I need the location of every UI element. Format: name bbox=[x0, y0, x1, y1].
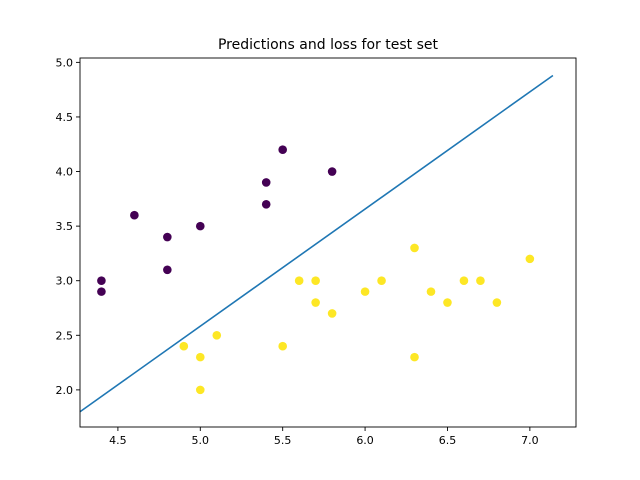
y-tick-label: 2.0 bbox=[56, 384, 74, 397]
plot-area bbox=[79, 57, 577, 428]
x-tick-label: 6.5 bbox=[439, 434, 457, 447]
y-tick-label: 4.0 bbox=[56, 166, 74, 179]
y-tick-label: 5.0 bbox=[56, 56, 74, 69]
chart-title: Predictions and loss for test set bbox=[218, 37, 439, 53]
y-tick-label: 4.5 bbox=[56, 111, 74, 124]
y-tick-label: 3.5 bbox=[56, 220, 74, 233]
data-point bbox=[443, 298, 452, 307]
decision-boundary-line bbox=[79, 74, 554, 413]
data-point bbox=[311, 276, 320, 286]
axes-frame bbox=[79, 57, 577, 428]
data-point bbox=[278, 341, 287, 351]
data-point bbox=[377, 276, 386, 286]
data-point bbox=[195, 352, 205, 362]
data-point bbox=[294, 276, 304, 286]
data-point bbox=[476, 276, 485, 286]
data-point bbox=[410, 243, 419, 253]
data-point bbox=[261, 178, 271, 187]
x-tick-label: 5.0 bbox=[192, 434, 210, 447]
data-point bbox=[163, 232, 172, 242]
data-point bbox=[410, 352, 419, 362]
x-tick-label: 5.5 bbox=[274, 434, 292, 447]
data-point bbox=[261, 199, 271, 209]
data-point bbox=[311, 298, 320, 307]
data-point bbox=[195, 221, 205, 231]
data-point bbox=[525, 254, 535, 264]
data-point bbox=[97, 276, 106, 286]
data-point bbox=[179, 341, 189, 351]
data-point bbox=[212, 330, 222, 340]
data-point bbox=[278, 145, 287, 155]
series-1 bbox=[179, 243, 535, 395]
x-tick-label: 7.0 bbox=[521, 434, 539, 447]
x-tick-label: 6.0 bbox=[356, 434, 374, 447]
data-point bbox=[327, 309, 337, 318]
data-point bbox=[327, 167, 337, 176]
series-0 bbox=[97, 145, 337, 296]
data-point bbox=[426, 287, 436, 296]
data-point bbox=[130, 210, 139, 220]
data-point bbox=[360, 287, 370, 296]
data-point bbox=[492, 298, 502, 307]
data-point bbox=[97, 287, 106, 296]
y-axis: 2.0 2.5 3.0 3.5 4.0 4.5 5.0 bbox=[56, 56, 80, 397]
data-point bbox=[459, 276, 469, 286]
data-point bbox=[163, 265, 172, 275]
y-tick-label: 2.5 bbox=[56, 329, 74, 342]
x-tick-label: 4.5 bbox=[109, 434, 127, 447]
x-axis: 4.5 5.0 5.5 6.0 6.5 7.0 bbox=[109, 427, 539, 447]
data-point bbox=[195, 385, 205, 395]
y-tick-label: 3.0 bbox=[56, 275, 74, 288]
